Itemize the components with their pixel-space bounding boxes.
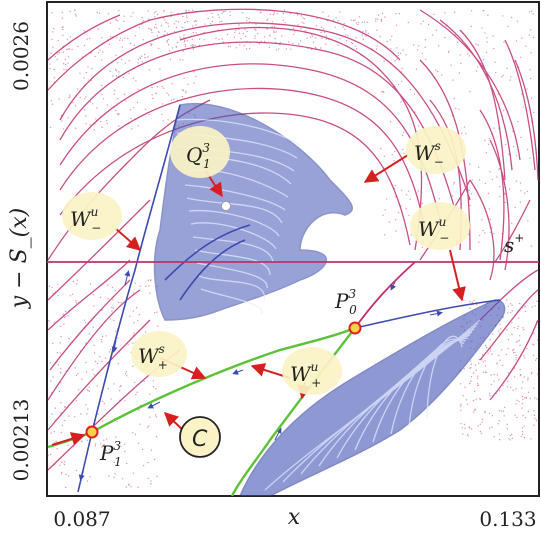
y-min-label: 0.00213 — [9, 399, 33, 482]
wu-minus-left-label: Wu − — [70, 205, 101, 235]
ws-minus-right-bubble — [406, 126, 466, 174]
curve-c-bubble — [179, 416, 221, 458]
q13-bubble — [170, 126, 230, 178]
wu-minus-right-bubble — [410, 202, 470, 250]
p03-point — [348, 321, 362, 335]
s-plus-label: s+ — [504, 231, 524, 257]
y-axis-label: y − S_(x) — [7, 208, 32, 310]
p13-label: P3 1 — [99, 439, 122, 469]
p13-point — [85, 425, 99, 439]
y-max-label: 0.0026 — [9, 21, 33, 91]
q13-label: Q3 1 — [186, 141, 211, 171]
q13-point — [221, 201, 231, 211]
ws-plus-label: Ws + — [138, 342, 168, 372]
wu-plus-bubble — [282, 347, 342, 395]
w-minus-branch — [354, 261, 416, 329]
p03-label: P3 0 — [334, 287, 357, 317]
ws-plus-bubble — [131, 331, 187, 377]
x-max-label: 0.133 — [479, 507, 536, 531]
wu-minus-left-bubble — [62, 192, 122, 240]
curve-c-label: C — [192, 427, 208, 452]
wu-minus-right-label: Wu − — [418, 215, 449, 245]
x-axis-label: x — [288, 505, 301, 530]
ws-minus-right-label: Ws − — [414, 139, 444, 169]
wu-plus-label: Wu + — [290, 360, 321, 390]
stable-manifold-curves — [47, 8, 539, 471]
unstable-manifold-branches — [77, 104, 501, 493]
unstable-manifold-region-lower — [239, 299, 506, 496]
x-min-label: 0.087 — [53, 507, 110, 531]
